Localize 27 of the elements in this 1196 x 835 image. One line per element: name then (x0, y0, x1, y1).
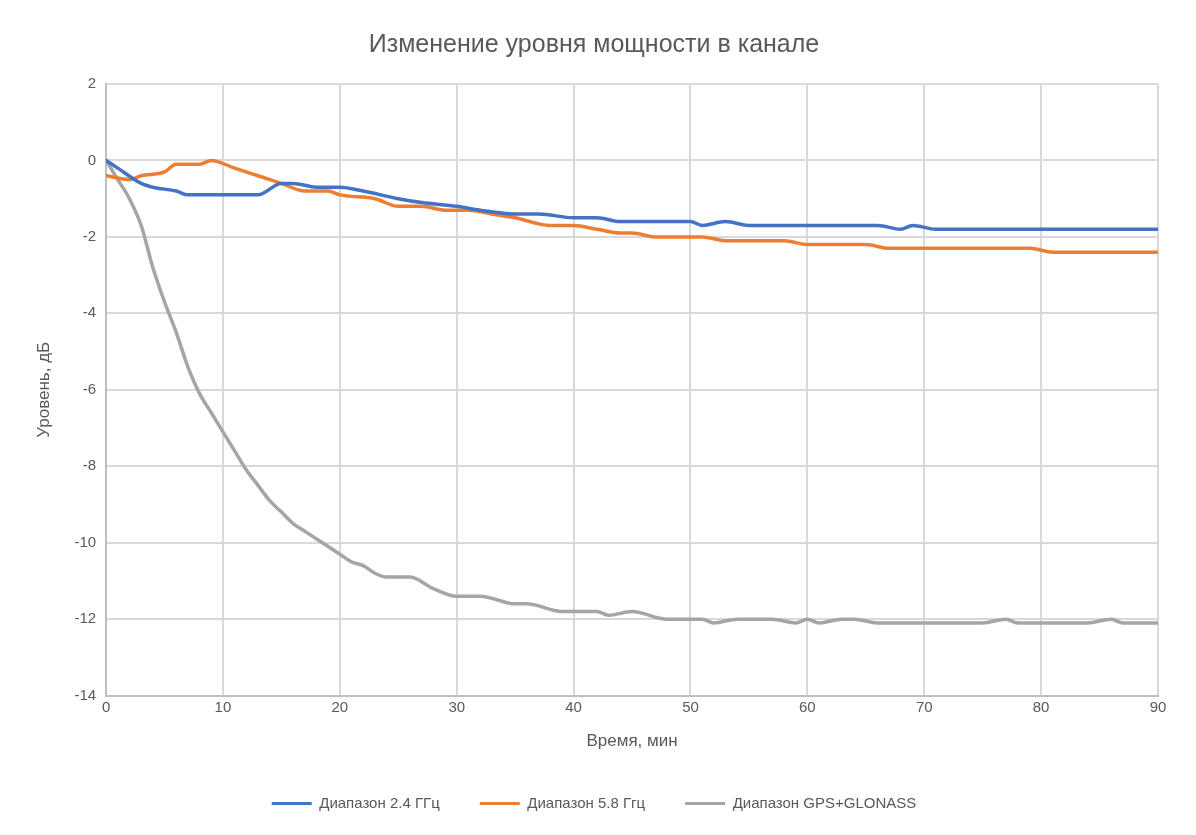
chart-title: Изменение уровня мощности в канале (368, 28, 820, 57)
y-tick-label: -12 (74, 609, 97, 627)
x-tick-label: 90 (1149, 697, 1167, 715)
x-tick-label: 40 (565, 697, 582, 715)
legend-label: Диапазон 2.4 ГГц (319, 793, 441, 811)
x-tick-label: 60 (799, 697, 816, 715)
line-series (106, 158, 1158, 232)
x-tick-label: 80 (1032, 697, 1050, 715)
y-axis-title: Уровень, дБ (33, 341, 53, 438)
x-tick-label: 10 (214, 697, 232, 715)
y-tick-label: -10 (74, 532, 97, 550)
y-tick-label: -4 (82, 303, 97, 321)
y-tick-label: -8 (82, 456, 97, 474)
y-tick-label: -14 (74, 685, 97, 703)
y-tick-label: 2 (87, 74, 97, 92)
x-tick-label: 70 (915, 697, 933, 715)
y-tick-label: -6 (82, 379, 97, 397)
x-axis-title: Время, мин (586, 731, 678, 751)
x-tick-label: 30 (448, 697, 466, 715)
x-tick-label: 0 (101, 697, 111, 715)
x-tick-label: 50 (682, 697, 699, 715)
x-tick-label: 20 (331, 697, 349, 715)
y-tick-label: 0 (87, 150, 97, 168)
line-series (106, 158, 1158, 254)
legend-label: Диапазон 5.8 Ггц (527, 793, 646, 811)
y-tick-label: -2 (82, 227, 97, 245)
legend-label: Диапазон GPS+GLONASS (732, 793, 917, 811)
